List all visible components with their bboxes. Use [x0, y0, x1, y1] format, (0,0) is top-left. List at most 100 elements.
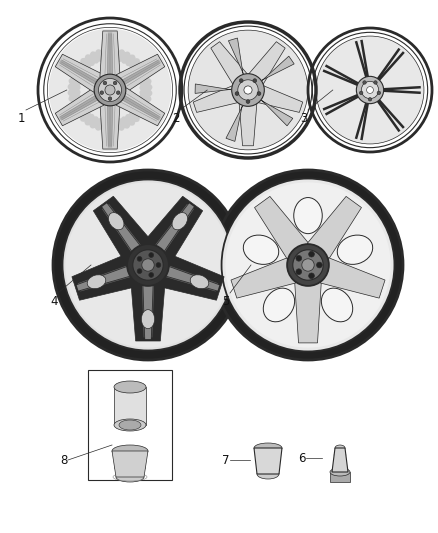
- Ellipse shape: [296, 255, 302, 261]
- Polygon shape: [239, 103, 257, 146]
- Polygon shape: [165, 266, 219, 290]
- Ellipse shape: [116, 50, 125, 62]
- Polygon shape: [258, 86, 303, 112]
- Ellipse shape: [137, 269, 142, 273]
- Ellipse shape: [120, 116, 130, 128]
- Ellipse shape: [125, 114, 135, 126]
- Ellipse shape: [114, 419, 146, 431]
- Polygon shape: [93, 196, 152, 261]
- Polygon shape: [231, 257, 296, 298]
- Bar: [330, 472, 350, 482]
- Ellipse shape: [263, 288, 295, 322]
- Ellipse shape: [68, 93, 81, 102]
- Ellipse shape: [69, 77, 81, 86]
- Polygon shape: [332, 448, 348, 472]
- Ellipse shape: [254, 443, 282, 453]
- Ellipse shape: [67, 88, 81, 97]
- Ellipse shape: [80, 58, 91, 69]
- Polygon shape: [159, 254, 224, 300]
- Polygon shape: [131, 282, 165, 341]
- Ellipse shape: [80, 111, 91, 122]
- Ellipse shape: [149, 272, 154, 277]
- Polygon shape: [254, 196, 309, 259]
- Ellipse shape: [253, 79, 257, 83]
- Ellipse shape: [213, 170, 403, 360]
- Polygon shape: [211, 42, 247, 84]
- Ellipse shape: [100, 91, 103, 94]
- Ellipse shape: [109, 213, 124, 230]
- Polygon shape: [121, 59, 161, 85]
- Ellipse shape: [125, 54, 135, 66]
- Polygon shape: [254, 448, 282, 474]
- Ellipse shape: [302, 259, 314, 271]
- Polygon shape: [320, 257, 385, 298]
- Polygon shape: [261, 100, 293, 126]
- Ellipse shape: [360, 91, 363, 95]
- Ellipse shape: [239, 79, 243, 83]
- Ellipse shape: [367, 86, 374, 93]
- Polygon shape: [144, 196, 203, 261]
- Ellipse shape: [90, 51, 99, 63]
- Ellipse shape: [235, 92, 239, 95]
- Ellipse shape: [156, 263, 161, 268]
- Polygon shape: [249, 42, 285, 84]
- Ellipse shape: [293, 250, 323, 280]
- Polygon shape: [228, 38, 244, 74]
- Ellipse shape: [139, 78, 152, 86]
- Ellipse shape: [87, 274, 106, 289]
- Polygon shape: [193, 86, 238, 112]
- Ellipse shape: [141, 310, 155, 329]
- Polygon shape: [100, 103, 120, 149]
- Ellipse shape: [121, 52, 131, 64]
- Text: 6: 6: [298, 451, 305, 464]
- Ellipse shape: [363, 80, 366, 84]
- Ellipse shape: [309, 273, 314, 279]
- Ellipse shape: [172, 213, 187, 230]
- Ellipse shape: [114, 381, 146, 393]
- Ellipse shape: [238, 80, 258, 100]
- Text: 4: 4: [50, 295, 57, 308]
- Ellipse shape: [321, 288, 353, 322]
- Polygon shape: [72, 254, 137, 300]
- Ellipse shape: [257, 92, 261, 95]
- Ellipse shape: [368, 98, 372, 101]
- Ellipse shape: [85, 54, 95, 66]
- Ellipse shape: [149, 253, 154, 257]
- Bar: [88, 370, 172, 480]
- Ellipse shape: [246, 100, 250, 103]
- Ellipse shape: [190, 274, 209, 289]
- Ellipse shape: [139, 83, 152, 92]
- Text: 5: 5: [222, 295, 230, 308]
- Ellipse shape: [142, 259, 154, 271]
- Text: 1: 1: [18, 112, 25, 125]
- Ellipse shape: [99, 78, 121, 101]
- Ellipse shape: [330, 468, 350, 476]
- Polygon shape: [107, 104, 113, 148]
- Ellipse shape: [94, 74, 126, 106]
- Polygon shape: [77, 266, 131, 290]
- Ellipse shape: [133, 250, 163, 280]
- Ellipse shape: [257, 469, 279, 479]
- Ellipse shape: [294, 198, 322, 233]
- Ellipse shape: [67, 83, 81, 92]
- Polygon shape: [59, 59, 99, 85]
- Ellipse shape: [139, 94, 152, 103]
- Polygon shape: [262, 56, 294, 80]
- Ellipse shape: [225, 182, 391, 348]
- Ellipse shape: [188, 30, 308, 150]
- Polygon shape: [55, 88, 104, 126]
- Polygon shape: [295, 282, 321, 343]
- Bar: [114, 387, 146, 425]
- Ellipse shape: [119, 420, 141, 430]
- Polygon shape: [55, 54, 104, 92]
- Polygon shape: [155, 204, 194, 253]
- Text: 8: 8: [60, 454, 67, 466]
- Text: 3: 3: [300, 112, 307, 125]
- Ellipse shape: [316, 36, 424, 144]
- Ellipse shape: [112, 445, 148, 457]
- Ellipse shape: [95, 118, 104, 131]
- Ellipse shape: [113, 81, 117, 85]
- Ellipse shape: [244, 86, 252, 94]
- Ellipse shape: [335, 445, 345, 451]
- Text: 2: 2: [172, 112, 180, 125]
